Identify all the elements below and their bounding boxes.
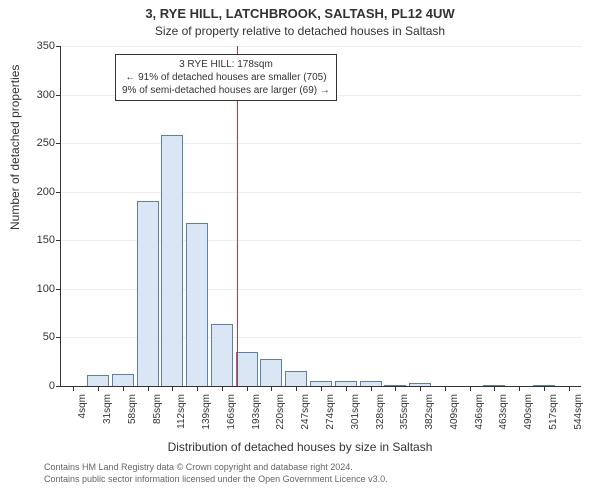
ytick-mark bbox=[56, 46, 61, 47]
xtick-mark bbox=[494, 386, 495, 391]
annotation-line-2: ← 91% of detached houses are smaller (70… bbox=[122, 71, 330, 84]
xtick-label: 58sqm bbox=[127, 394, 138, 424]
chart-container: 3, RYE HILL, LATCHBROOK, SALTASH, PL12 4… bbox=[0, 0, 600, 500]
xtick-label: 409sqm bbox=[449, 394, 460, 430]
histogram-bar bbox=[112, 374, 134, 386]
xtick-label: 490sqm bbox=[523, 394, 534, 430]
ytick-mark bbox=[56, 386, 61, 387]
xtick-label: 328sqm bbox=[375, 394, 386, 430]
xtick-mark bbox=[445, 386, 446, 391]
xtick-mark bbox=[420, 386, 421, 391]
xtick-label: 31sqm bbox=[102, 394, 113, 424]
ytick-label: 150 bbox=[25, 234, 55, 246]
xtick-label: 166sqm bbox=[226, 394, 237, 430]
ytick-label: 300 bbox=[25, 89, 55, 101]
ytick-label: 0 bbox=[25, 380, 55, 392]
xtick-label: 436sqm bbox=[474, 394, 485, 430]
histogram-bar bbox=[186, 223, 208, 386]
xtick-mark bbox=[98, 386, 99, 391]
annotation-box: 3 RYE HILL: 178sqm ← 91% of detached hou… bbox=[115, 54, 337, 101]
ytick-label: 100 bbox=[25, 283, 55, 295]
xtick-mark bbox=[395, 386, 396, 391]
xtick-label: 193sqm bbox=[251, 394, 262, 430]
license-line-2: Contains public sector information licen… bbox=[44, 474, 388, 486]
histogram-bar bbox=[260, 359, 282, 386]
ytick-label: 350 bbox=[25, 40, 55, 52]
xtick-mark bbox=[197, 386, 198, 391]
xtick-mark bbox=[222, 386, 223, 391]
ytick-mark bbox=[56, 337, 61, 338]
xtick-label: 274sqm bbox=[325, 394, 336, 430]
xtick-label: 220sqm bbox=[275, 394, 286, 430]
ytick-mark bbox=[56, 143, 61, 144]
xtick-mark bbox=[123, 386, 124, 391]
xtick-label: 112sqm bbox=[176, 394, 187, 429]
ytick-mark bbox=[56, 192, 61, 193]
xtick-mark bbox=[148, 386, 149, 391]
ytick-mark bbox=[56, 95, 61, 96]
xtick-mark bbox=[346, 386, 347, 391]
xtick-mark bbox=[470, 386, 471, 391]
histogram-bar bbox=[161, 135, 183, 386]
ytick-label: 250 bbox=[25, 137, 55, 149]
ytick-label: 200 bbox=[25, 186, 55, 198]
y-axis-label: Number of detached properties bbox=[8, 65, 22, 230]
xtick-label: 139sqm bbox=[201, 394, 212, 430]
plot-area: 0501001502002503003504sqm31sqm58sqm85sqm… bbox=[60, 46, 581, 387]
gridline bbox=[61, 192, 581, 193]
xtick-mark bbox=[371, 386, 372, 391]
histogram-bar bbox=[211, 324, 233, 386]
xtick-label: 247sqm bbox=[300, 394, 311, 430]
xtick-mark bbox=[271, 386, 272, 391]
xtick-label: 85sqm bbox=[152, 394, 163, 424]
xtick-label: 382sqm bbox=[424, 394, 435, 430]
xtick-label: 4sqm bbox=[77, 394, 88, 418]
x-axis-label: Distribution of detached houses by size … bbox=[0, 440, 600, 454]
xtick-label: 355sqm bbox=[399, 394, 410, 430]
histogram-bar bbox=[87, 375, 109, 386]
histogram-bar bbox=[137, 201, 159, 386]
xtick-mark bbox=[569, 386, 570, 391]
histogram-bar bbox=[285, 371, 307, 386]
license-text: Contains HM Land Registry data © Crown c… bbox=[44, 462, 388, 485]
xtick-label: 517sqm bbox=[548, 394, 559, 430]
xtick-mark bbox=[296, 386, 297, 391]
xtick-mark bbox=[247, 386, 248, 391]
xtick-label: 463sqm bbox=[498, 394, 509, 430]
gridline bbox=[61, 143, 581, 144]
ytick-mark bbox=[56, 240, 61, 241]
gridline bbox=[61, 46, 581, 47]
chart-subtitle: Size of property relative to detached ho… bbox=[0, 24, 600, 38]
xtick-mark bbox=[321, 386, 322, 391]
license-line-1: Contains HM Land Registry data © Crown c… bbox=[44, 462, 388, 474]
xtick-label: 301sqm bbox=[350, 394, 361, 430]
histogram-bar bbox=[236, 352, 258, 386]
xtick-mark bbox=[73, 386, 74, 391]
chart-title: 3, RYE HILL, LATCHBROOK, SALTASH, PL12 4… bbox=[0, 6, 600, 21]
xtick-label: 544sqm bbox=[573, 394, 584, 430]
ytick-label: 50 bbox=[25, 331, 55, 343]
xtick-mark bbox=[519, 386, 520, 391]
ytick-mark bbox=[56, 289, 61, 290]
xtick-mark bbox=[172, 386, 173, 391]
annotation-line-1: 3 RYE HILL: 178sqm bbox=[122, 58, 330, 71]
annotation-line-3: 9% of semi-detached houses are larger (6… bbox=[122, 84, 330, 97]
xtick-mark bbox=[544, 386, 545, 391]
